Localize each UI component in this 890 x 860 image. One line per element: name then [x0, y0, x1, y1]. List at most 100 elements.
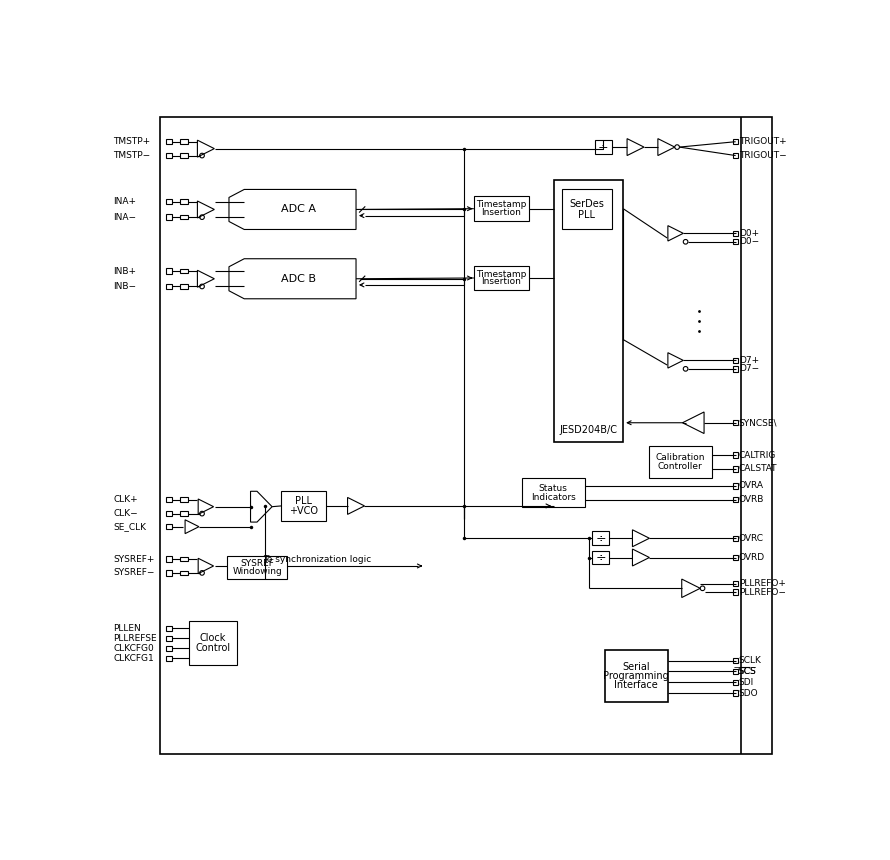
- Bar: [166, 214, 172, 220]
- Bar: [189, 621, 237, 666]
- Bar: [166, 497, 172, 502]
- Bar: [733, 466, 739, 471]
- Text: Clock: Clock: [199, 633, 226, 643]
- Text: SCLK: SCLK: [739, 656, 762, 665]
- Bar: [166, 625, 172, 631]
- Text: OVRD: OVRD: [739, 553, 765, 562]
- Text: SDI: SDI: [739, 678, 754, 687]
- Bar: [166, 268, 172, 273]
- Text: To synchronization logic: To synchronization logic: [263, 556, 372, 564]
- Text: CLK−: CLK−: [114, 509, 138, 518]
- Text: SE_CLK: SE_CLK: [114, 522, 147, 531]
- Text: SYSREF+: SYSREF+: [114, 555, 155, 563]
- Text: Windowing: Windowing: [232, 567, 282, 576]
- Text: PLLREFO−: PLLREFO−: [739, 587, 786, 597]
- Bar: [181, 153, 188, 158]
- Bar: [733, 452, 739, 458]
- Text: INB−: INB−: [114, 282, 136, 291]
- Text: TMSTP+: TMSTP+: [114, 138, 150, 146]
- Bar: [166, 556, 172, 562]
- Bar: [166, 284, 172, 289]
- Text: PLL: PLL: [295, 496, 312, 507]
- Bar: [649, 445, 712, 478]
- Bar: [733, 358, 739, 363]
- Text: PLLEN: PLLEN: [114, 624, 142, 633]
- Bar: [281, 491, 326, 520]
- Bar: [181, 497, 188, 502]
- Text: +VCO: +VCO: [289, 506, 318, 515]
- Bar: [733, 679, 739, 685]
- Text: OVRB: OVRB: [739, 495, 765, 504]
- Bar: [159, 117, 772, 754]
- Text: Serial: Serial: [622, 662, 650, 672]
- Bar: [181, 200, 188, 204]
- Text: Calibration: Calibration: [655, 453, 705, 462]
- Text: TMSTP−: TMSTP−: [114, 151, 150, 160]
- Text: Status: Status: [538, 483, 568, 493]
- Text: D0+: D0+: [739, 229, 759, 238]
- Bar: [733, 497, 739, 502]
- Bar: [166, 655, 172, 661]
- Text: SYSREF−: SYSREF−: [114, 568, 155, 577]
- Text: SDO: SDO: [739, 689, 758, 697]
- Text: ÷: ÷: [595, 531, 606, 544]
- Text: SYNCSE\: SYNCSE\: [739, 418, 777, 427]
- Text: JESD204B/C: JESD204B/C: [560, 426, 618, 435]
- Text: SerDes: SerDes: [570, 199, 604, 209]
- Bar: [181, 512, 188, 516]
- Text: ̅S̅C̅S̅: ̅S̅C̅S̅: [739, 667, 756, 676]
- Text: CLKCFG0: CLKCFG0: [114, 644, 154, 653]
- Text: ÷: ÷: [598, 140, 609, 154]
- Text: Insertion: Insertion: [481, 208, 522, 217]
- Bar: [562, 189, 611, 230]
- Text: INA+: INA+: [114, 197, 136, 206]
- Bar: [604, 650, 668, 703]
- Text: Indicators: Indicators: [530, 493, 576, 502]
- Text: SYSREF: SYSREF: [240, 559, 274, 568]
- Bar: [554, 181, 623, 442]
- Text: ADC A: ADC A: [281, 205, 316, 214]
- Bar: [166, 153, 172, 158]
- Bar: [228, 556, 287, 579]
- Text: D7−: D7−: [739, 365, 759, 373]
- Text: INA−: INA−: [114, 212, 136, 222]
- Text: PLLREFO+: PLLREFO+: [739, 579, 786, 588]
- Bar: [733, 658, 739, 663]
- Bar: [181, 139, 188, 144]
- Bar: [166, 570, 172, 575]
- Bar: [733, 536, 739, 541]
- Text: Timestamp: Timestamp: [476, 200, 527, 209]
- Bar: [181, 556, 188, 562]
- Bar: [733, 366, 739, 372]
- Bar: [181, 284, 188, 289]
- Bar: [733, 420, 739, 426]
- Bar: [181, 268, 188, 273]
- Text: INB+: INB+: [114, 267, 136, 275]
- Text: PLLREFSE: PLLREFSE: [114, 634, 158, 643]
- Bar: [522, 478, 585, 507]
- Bar: [181, 570, 188, 575]
- Bar: [181, 215, 188, 219]
- Bar: [733, 669, 739, 674]
- Text: Interface: Interface: [614, 680, 659, 691]
- Text: PLL: PLL: [578, 210, 595, 220]
- Bar: [593, 550, 610, 564]
- Bar: [166, 636, 172, 641]
- Text: ÷: ÷: [595, 551, 606, 564]
- Text: CLKCFG1: CLKCFG1: [114, 654, 154, 663]
- Bar: [733, 589, 739, 595]
- Bar: [733, 153, 739, 158]
- Bar: [733, 139, 739, 144]
- Bar: [473, 196, 530, 221]
- Bar: [166, 646, 172, 651]
- Bar: [473, 266, 530, 291]
- Text: Controller: Controller: [658, 462, 702, 471]
- Text: CALTRIG: CALTRIG: [739, 451, 776, 459]
- Text: Control: Control: [195, 642, 231, 653]
- Text: CLK+: CLK+: [114, 495, 138, 504]
- Bar: [733, 555, 739, 560]
- Text: Timestamp: Timestamp: [476, 270, 527, 279]
- Bar: [733, 581, 739, 587]
- Bar: [166, 139, 172, 144]
- Text: TRIGOUT+: TRIGOUT+: [739, 138, 787, 146]
